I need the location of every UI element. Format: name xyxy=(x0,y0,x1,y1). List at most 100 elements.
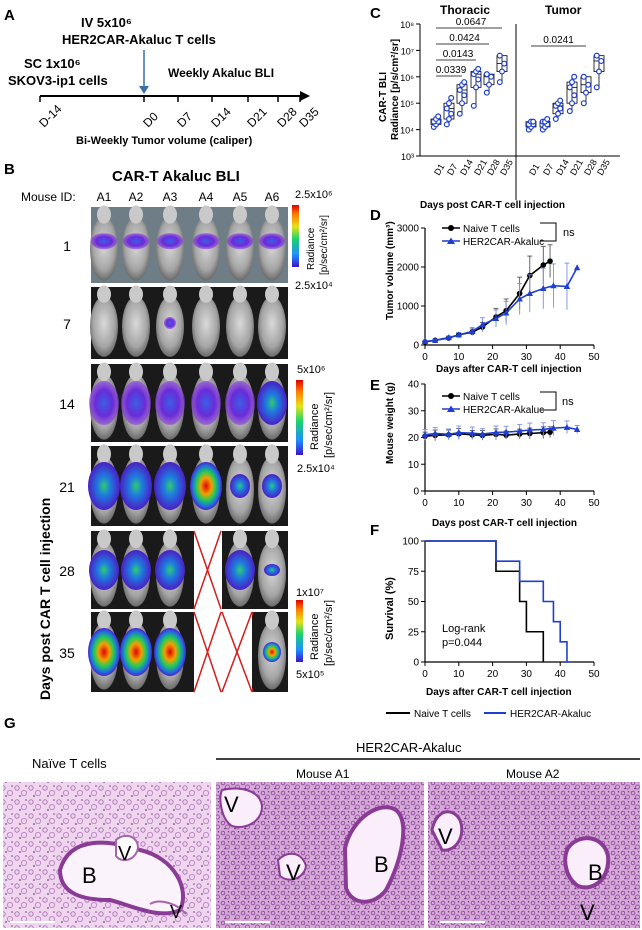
e-ytick-label: 40 xyxy=(408,380,420,391)
f-xtick-label: 10 xyxy=(453,669,465,680)
c-significance: 0.0647 0.0424 0.0143 0.0339 0.0241 xyxy=(436,17,586,77)
timeline-day-label: D21 xyxy=(244,104,270,130)
c-point xyxy=(568,79,575,86)
mouse-head xyxy=(129,444,143,464)
mouse-id: A5 xyxy=(233,190,248,204)
mouse-head xyxy=(233,285,247,303)
mouse-head xyxy=(265,529,279,549)
c-xtick-label: D7 xyxy=(445,162,459,177)
bli-signal xyxy=(91,233,117,250)
colorbar-2 xyxy=(296,380,303,455)
mouse-head xyxy=(163,362,177,382)
e-point xyxy=(573,425,581,432)
mouse-head xyxy=(97,205,111,224)
c-point xyxy=(496,52,503,59)
panel-c: C Thoracic Tumor CAR-T BLI Radiance [p/s… xyxy=(370,3,620,211)
scale2-max: 5x10⁶ xyxy=(297,364,325,376)
f-ytick-label: 0 xyxy=(413,658,419,669)
c-point xyxy=(557,105,564,112)
mouse-head xyxy=(265,362,279,382)
panel-a-letter: A xyxy=(4,7,15,24)
e-point xyxy=(445,430,452,437)
mouse-head xyxy=(163,285,177,303)
bli-signal xyxy=(193,233,219,250)
c-point xyxy=(446,116,453,123)
f-xtick-label: 30 xyxy=(521,669,533,680)
c-box-tumor-D28 xyxy=(580,73,592,107)
timeline-day-label: D35 xyxy=(296,104,322,130)
c-point xyxy=(483,71,490,78)
colorbar-3 xyxy=(296,600,303,662)
d-point xyxy=(540,284,547,291)
e-legend-her2: HER2CAR-Akaluc xyxy=(463,405,544,416)
bli-row-day28 xyxy=(89,529,288,610)
vessel-naive-2 xyxy=(149,900,187,915)
timeline-day-label: D28 xyxy=(274,104,300,130)
c-boxplots xyxy=(430,52,605,133)
c-ylabel-1: CAR-T BLI xyxy=(378,72,389,122)
c-xlabel: Days post CAR-T cell injection xyxy=(420,200,565,211)
c-point xyxy=(461,79,468,86)
c-pvalue: 0.0143 xyxy=(443,49,474,60)
d-ylabel: Tumor volume (mm³) xyxy=(385,221,396,320)
colorscale-1: 2.5x10⁶ 2.5x10⁴ Radiance [p/sec/cm²/sr] xyxy=(292,189,333,292)
c-xtick-label: D35 xyxy=(498,158,515,177)
sc-dose-label: SC 1x10⁶ xyxy=(24,56,81,71)
c-box-thoracic-D21 xyxy=(470,65,482,109)
histology-a2: V B V xyxy=(428,782,640,928)
bli-signal xyxy=(227,233,253,250)
scale2-label1: Radiance xyxy=(309,404,321,450)
e-point xyxy=(492,428,500,435)
e-point xyxy=(540,425,547,432)
d-series-naive xyxy=(422,244,553,345)
d-line xyxy=(424,267,578,343)
f-xlabel: Days after CAR-T cell injection xyxy=(426,687,572,698)
e-point xyxy=(547,429,553,435)
day-label: 28 xyxy=(59,563,75,579)
c-xtick-label: D7 xyxy=(541,162,555,177)
vessel-a1-2 xyxy=(276,852,308,881)
panel-g-letter: G xyxy=(4,715,16,732)
mouse-id-label: Mouse ID: xyxy=(21,190,76,204)
panel-e-letter: E xyxy=(370,377,380,394)
bli-signal xyxy=(155,550,185,590)
d-point xyxy=(516,295,523,302)
mouse-id: A3 xyxy=(163,190,178,204)
bli-yaxis-label: Days post CAR T cell injection xyxy=(37,498,53,700)
d-legend-naive: Naive T cells xyxy=(463,224,520,235)
e-series-her2 xyxy=(421,420,581,441)
c-point xyxy=(593,84,600,91)
deceased-cross xyxy=(193,611,222,693)
bli-signal xyxy=(190,462,222,510)
d-series-her2 xyxy=(421,262,581,344)
d-point xyxy=(573,264,581,271)
c-point xyxy=(488,73,495,80)
mouse-head xyxy=(129,285,143,303)
d-xlabel: Days after CAR-T cell injection xyxy=(436,364,582,375)
mouse-head xyxy=(163,444,177,464)
c-xtick-label: D35 xyxy=(595,158,612,177)
c-point xyxy=(475,65,482,72)
day-labels: 1 7 14 21 28 35 xyxy=(59,238,75,661)
mouse-body xyxy=(258,296,286,357)
c-point xyxy=(571,73,578,80)
d-xtick-label: 40 xyxy=(555,352,567,363)
deceased-cross xyxy=(193,530,222,610)
scale1-min: 2.5x10⁴ xyxy=(295,280,333,292)
scale2-min: 2.5x10⁴ xyxy=(297,463,335,475)
bli-image-rows xyxy=(88,205,288,693)
f-stat-p: p=0.044 xyxy=(442,637,482,649)
weekly-bli-label: Weekly Akaluc BLI xyxy=(168,66,274,80)
c-box-thoracic-D7 xyxy=(443,94,455,128)
bli-signal xyxy=(259,233,285,250)
d-point xyxy=(550,282,557,289)
mouse-head xyxy=(265,285,279,303)
mark-b-naive: B xyxy=(82,863,97,888)
scale2-label2: [p/sec/cm²/sr] xyxy=(323,392,335,458)
day-label: 21 xyxy=(59,479,75,495)
c-box-thoracic-D28 xyxy=(483,71,495,96)
c-point xyxy=(496,79,503,86)
scale3-label2: [p/sec/cm²/sr] xyxy=(323,600,335,666)
scale3-label1: Radiance xyxy=(309,614,321,660)
